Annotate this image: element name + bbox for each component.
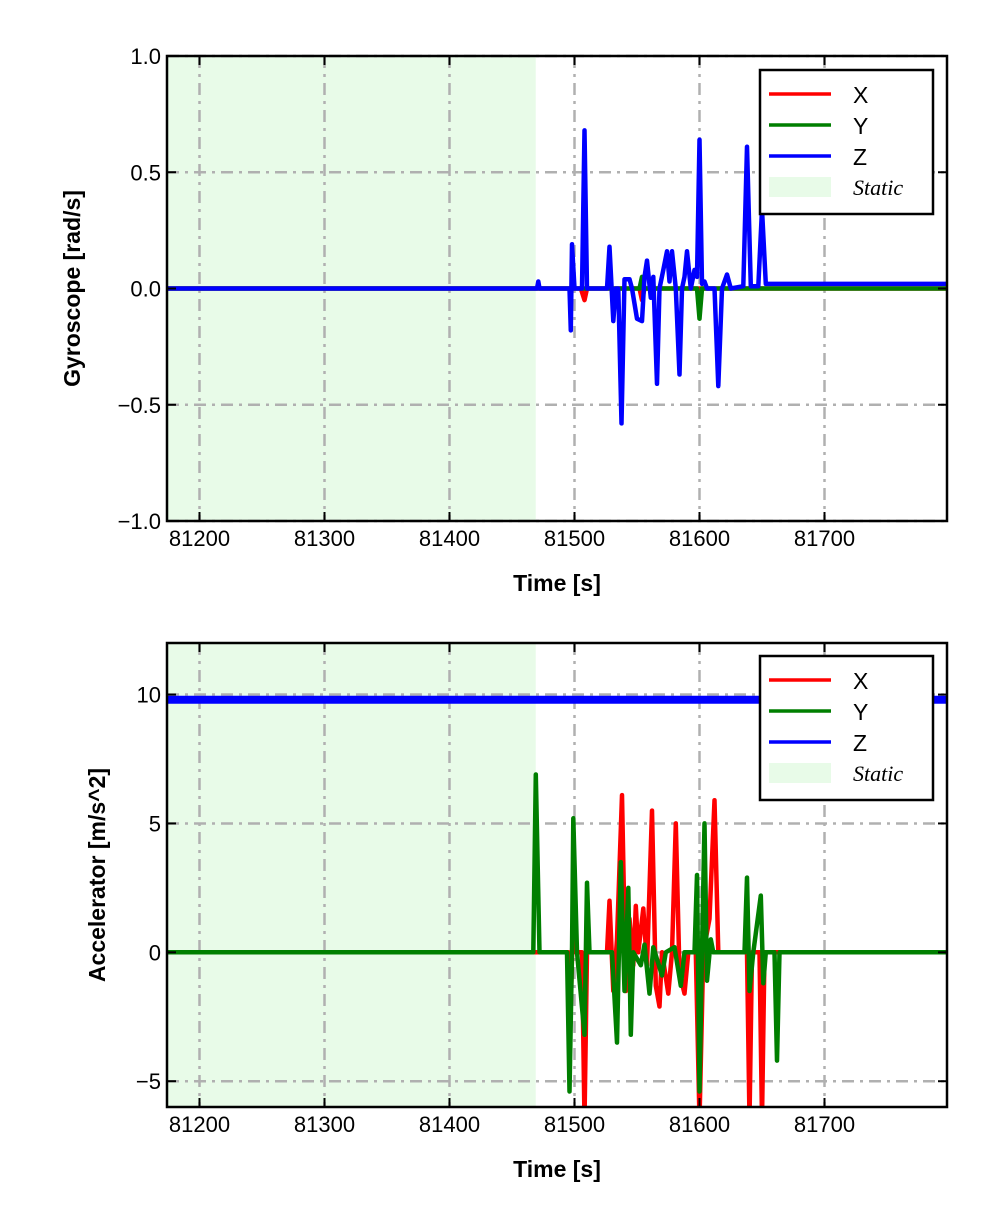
y-tick-label: 10	[137, 683, 161, 708]
series-line-y	[167, 772, 947, 1094]
y-axis-label: Gyroscope [rad/s]	[59, 190, 85, 387]
x-tick-label: 81600	[669, 1112, 730, 1137]
x-tick-label: 81400	[419, 1112, 480, 1137]
legend-label-y: Y	[853, 113, 868, 139]
x-tick-label: 81200	[169, 526, 230, 551]
legend-label-static: Static	[853, 175, 903, 200]
chart-1: 81200 81300 81400 81500 81600 81700 1.0 0.5 0.0 −…	[59, 44, 949, 596]
static-region	[167, 643, 536, 1107]
series-line-z	[167, 128, 947, 426]
plot-frame	[165, 641, 949, 1109]
legend-swatch-static	[769, 177, 831, 197]
chart-2: 81200 81300 81400 81500 81600 81700 10 5 0 −5 Time…	[84, 641, 949, 1182]
series-line-y	[167, 274, 947, 321]
x-tick-label: 81500	[544, 526, 605, 551]
y-tick-label: −1.0	[118, 509, 161, 534]
x-axis-label: Time [s]	[513, 570, 601, 596]
legend: XYZ Static	[758, 68, 935, 216]
legend-label-x: X	[853, 668, 868, 694]
x-tick-label: 81500	[544, 1112, 605, 1137]
x-tick-label: 81200	[169, 1112, 230, 1137]
legend-swatch-static	[769, 763, 831, 783]
x-tick-label: 81600	[669, 526, 730, 551]
x-tick-label: 81700	[794, 1112, 855, 1137]
x-tick-label: 81300	[294, 1112, 355, 1137]
x-tick-label: 81400	[419, 526, 480, 551]
y-tick-label: −0.5	[118, 393, 161, 418]
y-tick-label: 0	[149, 940, 161, 965]
legend-label-y: Y	[853, 699, 868, 725]
y-tick-label: 0.0	[130, 277, 161, 302]
y-tick-label: 5	[149, 811, 161, 836]
x-tick-label: 81700	[794, 526, 855, 551]
x-axis-label: Time [s]	[513, 1156, 601, 1182]
y-tick-label: 0.5	[130, 160, 161, 185]
y-tick-label: 1.0	[130, 44, 161, 69]
series-group	[167, 128, 947, 426]
x-tick-label: 81300	[294, 526, 355, 551]
legend-label-z: Z	[853, 730, 867, 756]
y-axis-label: Accelerator [m/s^2]	[84, 768, 110, 982]
y-tick-label: −5	[136, 1069, 161, 1094]
legend-label-static: Static	[853, 761, 903, 786]
legend-label-x: X	[853, 82, 868, 108]
legend-label-z: Z	[853, 144, 867, 170]
legend: XYZ Static	[758, 654, 935, 802]
